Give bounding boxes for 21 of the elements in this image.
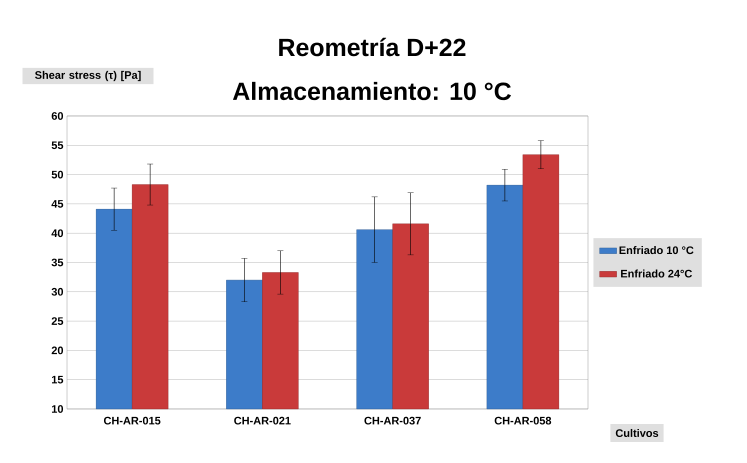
y-tick-label: 15 [52,376,64,384]
x-tick-label: CH-AR-021 [234,416,291,425]
x-axis-title: Cultivos [616,428,658,438]
y-tick-label: 60 [52,112,64,120]
y-tick-label: 55 [52,141,64,150]
x-tick-label: CH-AR-015 [104,416,160,425]
legend-label: Enfriado 10 °C [620,246,694,254]
y-tick-label: 30 [52,288,64,296]
y-tick-label: 35 [52,258,64,266]
y-tick-label: 20 [52,346,64,354]
y-axis-title: Shear stress (τ) [Pa] [35,70,141,82]
legend-label: Enfriado 24°C [621,269,692,278]
y-tick-label: 40 [51,229,64,238]
y-tick-label: 25 [52,317,64,325]
chart-title: Reometría D+22 [279,38,466,56]
y-tick-label: 45 [51,200,64,208]
y-tick-label: 50 [52,170,64,178]
x-tick-label: CH-AR-058 [494,416,552,425]
chart-subtitle: Almacenamiento: 10 °C [232,82,512,100]
y-tick-label: 10 [52,405,64,413]
x-tick-label: CH-AR-037 [364,416,421,425]
